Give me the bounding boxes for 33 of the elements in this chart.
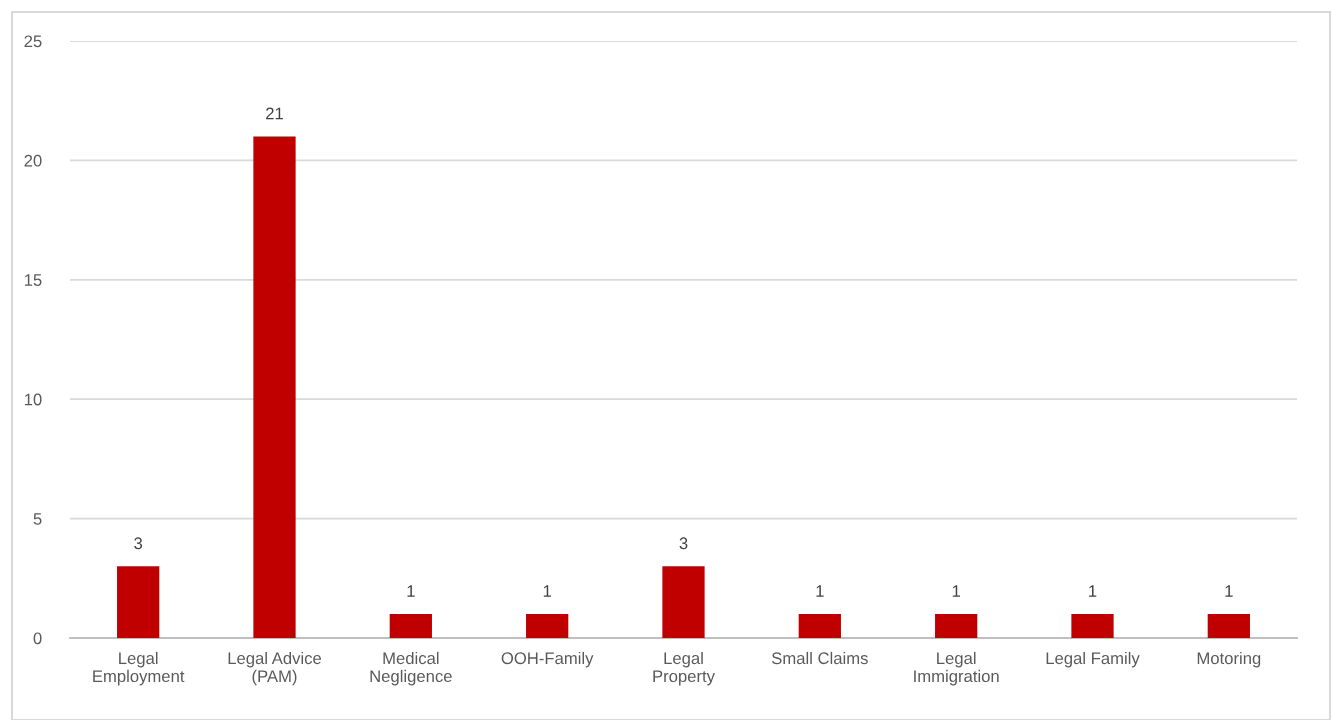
bar (935, 614, 978, 638)
data-label: 1 (1089, 585, 1097, 597)
y-tick-label: 10 (24, 393, 42, 406)
x-tick-label: Motoring (1197, 651, 1261, 668)
bar (798, 614, 841, 638)
data-label: 1 (543, 585, 551, 597)
x-tick-label: Legal Advice (PAM) (228, 651, 322, 686)
x-tick-label: OOH-Family (501, 651, 594, 668)
bar (389, 614, 432, 638)
data-label: 1 (1225, 585, 1233, 597)
bar (662, 566, 705, 638)
y-tick-label: 25 (24, 35, 42, 48)
data-label: 1 (407, 585, 415, 597)
bar (1207, 614, 1250, 638)
y-tick-label: 20 (24, 154, 42, 167)
bar (253, 136, 296, 638)
x-tick-label: Legal Property (653, 651, 715, 686)
data-label: 3 (134, 537, 143, 550)
data-label: 21 (266, 107, 283, 120)
bar (117, 566, 160, 638)
x-tick-label: Legal Employment (93, 651, 185, 686)
data-label: 1 (952, 585, 960, 597)
data-label: 1 (816, 585, 824, 597)
y-tick-label: 0 (33, 632, 42, 645)
x-tick-label: Medical Negligence (370, 651, 452, 686)
x-tick-label: Small Claims (771, 651, 868, 665)
y-tick-label: 5 (33, 513, 42, 525)
bar (526, 614, 569, 638)
data-label: 3 (679, 537, 688, 550)
x-tick-label: Legal Family (1046, 651, 1140, 668)
y-tick-label: 15 (24, 274, 42, 286)
bar (1071, 614, 1114, 638)
x-tick-label: Legal Immigration (914, 651, 999, 686)
